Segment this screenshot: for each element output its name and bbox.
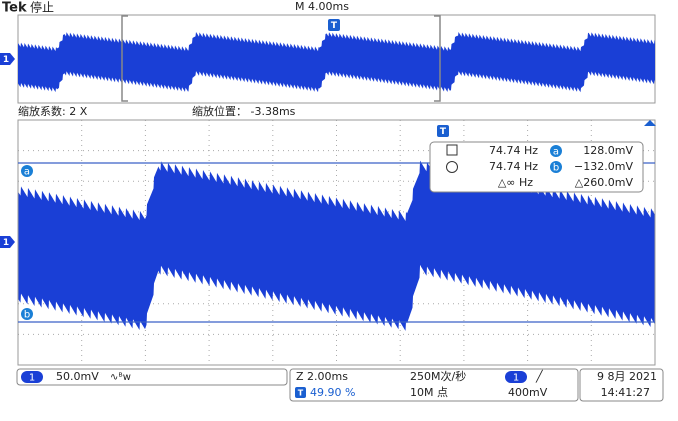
- cursor-readout: 74.74 Hz a 128.0mV 74.74 Hz b −132.0mV △…: [429, 141, 644, 193]
- trigger-marker: T: [437, 125, 449, 137]
- date-time: 9 8月 2021 14:41:27: [579, 368, 664, 402]
- svg-text:b: b: [553, 163, 559, 174]
- svg-text:1: 1: [3, 238, 9, 248]
- cursor-a-tag: a: [21, 165, 33, 178]
- main-frame: [17, 119, 656, 366]
- zoom-factor: 缩放系数: 2 X: [18, 104, 88, 118]
- overview-waveform: [18, 32, 655, 93]
- svg-text:T: T: [331, 21, 338, 31]
- trigger-arrow: [644, 120, 656, 126]
- main-waveform: [18, 160, 655, 331]
- svg-text:a: a: [24, 167, 30, 178]
- svg-text:50.0mV: 50.0mV: [56, 370, 99, 383]
- svg-text:Z 2.00ms: Z 2.00ms: [296, 370, 348, 383]
- timebase: M 4.00ms: [295, 0, 349, 13]
- svg-text:T: T: [440, 127, 447, 137]
- svg-text:250M次/秒: 250M次/秒: [410, 369, 466, 383]
- svg-text:b: b: [24, 310, 30, 321]
- svg-text:400mV: 400mV: [508, 386, 548, 399]
- svg-text:△260.0mV: △260.0mV: [575, 176, 634, 189]
- svg-text:74.74 Hz: 74.74 Hz: [489, 144, 538, 157]
- svg-text:T: T: [298, 389, 304, 398]
- svg-text:1: 1: [29, 373, 35, 384]
- svg-text:74.74 Hz: 74.74 Hz: [489, 160, 538, 173]
- svg-text:14:41:27: 14:41:27: [601, 386, 650, 399]
- channel-status: 1 50.0mV ∿ᴮw: [16, 368, 288, 386]
- zoom-position: 缩放位置： -3.38ms: [192, 104, 296, 118]
- svg-text:1: 1: [3, 55, 9, 65]
- svg-text:╱: ╱: [535, 369, 544, 383]
- svg-text:1: 1: [513, 373, 519, 384]
- svg-text:10M 点: 10M 点: [410, 386, 448, 399]
- svg-text:∿ᴮw: ∿ᴮw: [110, 372, 131, 383]
- svg-text:△∞ Hz: △∞ Hz: [498, 176, 533, 189]
- channel-marker: 1: [0, 236, 15, 248]
- run-status: 停止: [30, 0, 54, 15]
- brand: Tek: [2, 1, 27, 16]
- svg-text:128.0mV: 128.0mV: [583, 144, 633, 157]
- svg-text:a: a: [553, 147, 559, 158]
- svg-text:49.90 %: 49.90 %: [310, 386, 355, 399]
- svg-text:−132.0mV: −132.0mV: [574, 160, 633, 173]
- timebase-status: Z 2.00ms T 49.90 % 250M次/秒 10M 点 1 ╱ 400…: [289, 368, 579, 402]
- trigger-marker: T: [328, 19, 340, 31]
- cursor-b-tag: b: [21, 308, 33, 321]
- zoom-bracket: [121, 15, 441, 102]
- channel-marker: 1: [0, 53, 15, 65]
- svg-text:9 8月 2021: 9 8月 2021: [597, 370, 657, 383]
